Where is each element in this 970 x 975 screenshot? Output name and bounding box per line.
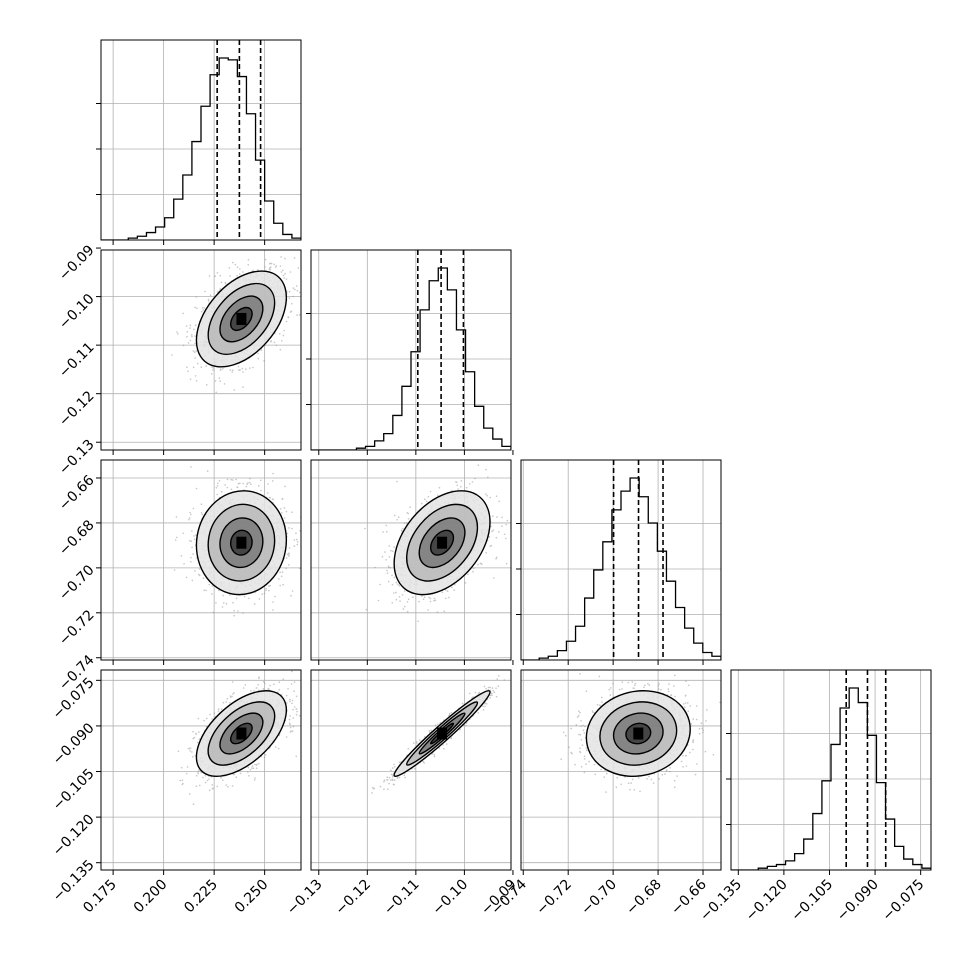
histogram-step-1 (311, 267, 511, 450)
contour-0 (195, 490, 288, 596)
contour-2 (612, 712, 664, 755)
x-tick-label: −0.13 (284, 877, 326, 919)
grid-lines (101, 40, 301, 240)
y-tick-label: −0.090 (50, 720, 98, 768)
x-tick-label: 0.175 (80, 877, 120, 917)
scatter-panel-0-3 (96, 669, 302, 875)
x-tick-label: −0.68 (623, 877, 665, 919)
scatter-panel-0-2 (96, 459, 302, 665)
x-tick-label: 0.225 (181, 877, 221, 917)
panel-frame (310, 669, 512, 871)
y-tick-label: −0.13 (56, 437, 98, 479)
contour-3 (229, 529, 253, 556)
histogram-step-3 (731, 687, 931, 870)
scatter-panel-1-2 (310, 459, 514, 665)
contour-1 (207, 282, 276, 355)
x-tick-label: −0.120 (743, 877, 791, 925)
y-tick-label: −0.09 (56, 242, 98, 284)
panel-frame (100, 39, 302, 241)
x-tick-label: −0.72 (533, 877, 575, 919)
scatter-points (177, 670, 301, 805)
panel-frame (100, 459, 302, 661)
contour-1 (207, 503, 276, 582)
scatter-points (173, 466, 301, 617)
scatter-panel-2-3 (520, 669, 722, 875)
y-tick-label: −0.10 (56, 291, 98, 333)
x-tick-label: 0.200 (131, 877, 171, 917)
panel-frame (100, 249, 302, 451)
contour-2 (418, 517, 466, 569)
scatter-points (560, 672, 721, 793)
scatter-points (171, 256, 301, 394)
contour-2 (219, 517, 264, 569)
contour-2 (219, 295, 264, 343)
y-tick-label: −0.72 (56, 607, 98, 649)
panel-frame (310, 459, 512, 661)
histogram-panel-2 (516, 459, 722, 665)
grid-lines (521, 460, 721, 660)
y-tick-label: −0.68 (56, 517, 98, 559)
x-tick-label: −0.090 (834, 877, 882, 925)
histogram-panel-0 (96, 39, 302, 245)
contour-0 (393, 490, 491, 596)
x-tick-label: −0.11 (381, 877, 423, 919)
contour-1 (599, 701, 678, 766)
density-peak (236, 727, 247, 740)
density-peak (437, 727, 448, 740)
density-peak (437, 536, 448, 549)
density-peak (236, 312, 247, 325)
scatter-panel-0-1 (96, 247, 302, 455)
x-tick-label: 0.250 (232, 877, 272, 917)
grid-lines (311, 250, 511, 450)
scatter-points (371, 675, 506, 794)
contour-0 (585, 690, 691, 777)
grid-lines (731, 670, 931, 870)
x-tick-label: −0.70 (578, 877, 620, 919)
panel-frame (310, 249, 512, 451)
y-tick-label: −0.70 (56, 562, 98, 604)
density-peak (236, 536, 247, 549)
panel-frame (520, 459, 722, 661)
panel-frame (100, 669, 302, 871)
x-tick-label: −0.12 (332, 877, 374, 919)
y-tick-label: −0.66 (56, 472, 98, 514)
contour-1 (406, 503, 479, 582)
panel-frame (520, 669, 722, 871)
histogram-panel-1 (306, 249, 514, 455)
scatter-points (364, 464, 511, 623)
histogram-step-0 (101, 57, 301, 240)
y-tick-label: −0.11 (56, 339, 98, 381)
contour-0 (393, 690, 491, 777)
x-tick-label: −0.10 (430, 877, 472, 919)
contour-2 (219, 712, 264, 755)
contour-3 (625, 722, 652, 745)
contour-3 (429, 529, 455, 556)
panel-frame (730, 669, 932, 871)
contour-1 (207, 701, 276, 766)
contour-0 (195, 690, 288, 777)
y-tick-label: −0.12 (56, 388, 98, 430)
y-tick-label: −0.120 (50, 811, 98, 859)
contour-0 (195, 270, 288, 368)
grid-lines (311, 670, 511, 870)
contour-3 (229, 306, 253, 332)
x-tick-label: −0.105 (788, 877, 836, 925)
y-tick-label: −0.105 (50, 766, 98, 814)
x-tick-label: −0.075 (880, 877, 928, 925)
histogram-step-2 (521, 477, 721, 660)
scatter-panel-1-3 (310, 669, 514, 875)
histogram-panel-3 (726, 669, 932, 875)
density-peak (633, 727, 644, 740)
